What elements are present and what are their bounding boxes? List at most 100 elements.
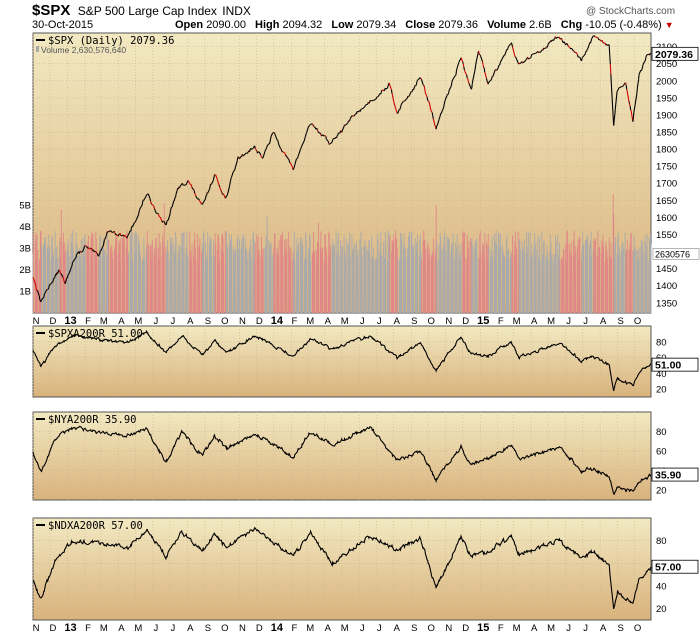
volume-bar	[127, 233, 128, 313]
volume-bar	[629, 243, 631, 313]
x-tick-label: M	[341, 316, 349, 327]
exchange: INDX	[222, 4, 251, 18]
volume-bar	[621, 249, 623, 313]
volume-bar	[569, 244, 571, 313]
volume-bar	[539, 260, 541, 313]
volume-bar	[538, 257, 539, 313]
volume-bar	[493, 234, 495, 313]
volume-bar	[498, 233, 500, 313]
price-segment	[415, 84, 417, 87]
price-segment	[113, 231, 116, 234]
volume-bar	[178, 245, 180, 313]
volume-bar	[558, 255, 560, 313]
volume-bar	[617, 232, 619, 313]
volume-bar	[499, 246, 500, 313]
volume-bar	[385, 242, 387, 313]
volume-bar	[71, 241, 72, 313]
volume-bar	[559, 260, 561, 313]
volume-bar	[262, 260, 264, 313]
volume-bar	[405, 257, 407, 313]
volume-bar	[456, 234, 458, 313]
price-segment	[646, 54, 648, 56]
price-segment	[497, 65, 500, 68]
volume-bar	[43, 242, 45, 313]
volume-bar	[415, 242, 417, 313]
volume-bar	[638, 247, 640, 313]
volume-bar	[211, 256, 213, 313]
chart-header-row1: $SPX S&P 500 Large Cap Index INDX	[32, 2, 251, 19]
volume-bar	[67, 245, 68, 313]
x-tick-label: F	[291, 623, 297, 634]
x-tick-label: J	[566, 623, 571, 634]
volume-bar	[591, 254, 593, 313]
chart-header-row2: 30-Oct-2015	[32, 19, 93, 31]
volume-bar	[363, 245, 365, 313]
volume-bar	[501, 244, 503, 313]
price-segment	[490, 79, 492, 82]
volume-bar	[123, 234, 124, 313]
price-segment	[455, 70, 458, 76]
volume-bar	[397, 257, 399, 313]
volume-bar	[98, 259, 100, 313]
price-segment	[309, 123, 312, 126]
volume-bar	[571, 255, 573, 313]
volume-bar	[331, 238, 333, 313]
volume-bar	[486, 244, 488, 313]
price-segment	[486, 80, 489, 83]
volume-bar	[526, 246, 528, 313]
price-segment	[515, 57, 517, 59]
volume-axis-label: 3B	[19, 243, 31, 254]
price-segment	[498, 63, 501, 66]
volume-bar	[424, 240, 426, 313]
volume-bar	[379, 253, 381, 313]
volume-bar	[376, 233, 378, 313]
price-segment	[126, 236, 128, 239]
volume-bar	[391, 251, 392, 313]
price-segment	[375, 98, 377, 100]
volume-bar	[219, 261, 221, 313]
y-tick-label: 1800	[656, 145, 677, 156]
volume-bar	[220, 248, 222, 313]
x-tick-label: J	[377, 623, 382, 634]
panel-title: $SPX (Daily) 2079.36	[48, 35, 174, 47]
price-segment	[98, 254, 100, 257]
price-segment	[390, 89, 393, 94]
price-segment	[467, 81, 470, 84]
volume-bar	[551, 258, 552, 313]
price-segment	[121, 234, 124, 237]
volume-bar	[110, 252, 112, 313]
volume-bar	[274, 234, 276, 313]
volume-bar	[286, 238, 288, 313]
volume-bar	[288, 232, 290, 313]
price-segment	[103, 240, 105, 245]
volume-bar	[313, 231, 314, 313]
volume-bar	[36, 234, 38, 313]
volume-bar	[511, 252, 513, 313]
volume-bar	[133, 233, 135, 313]
volume-bar	[577, 239, 579, 313]
price-segment	[178, 186, 181, 189]
x-tick-label: S	[205, 623, 211, 634]
volume-bar	[644, 242, 646, 313]
volume-bar	[462, 232, 464, 313]
price-segment	[451, 79, 454, 83]
volume-bar	[42, 247, 44, 313]
volume-bar	[86, 249, 88, 313]
volume-bar	[185, 253, 187, 313]
low-value: 2079.34	[356, 19, 397, 31]
volume-bar	[253, 239, 255, 313]
price-segment	[193, 190, 196, 194]
price-segment	[211, 180, 214, 184]
volume-bar	[182, 232, 184, 313]
price-segment	[622, 82, 626, 87]
price-segment	[471, 83, 473, 89]
volume-bar	[427, 242, 429, 313]
volume-bar	[384, 258, 386, 313]
price-segment	[526, 57, 528, 60]
volume-bar	[304, 257, 306, 313]
price-segment	[87, 247, 89, 249]
price-segment	[269, 139, 272, 143]
volume-bar	[249, 247, 251, 313]
volume-bar	[218, 243, 220, 313]
volume-bar	[189, 257, 191, 313]
